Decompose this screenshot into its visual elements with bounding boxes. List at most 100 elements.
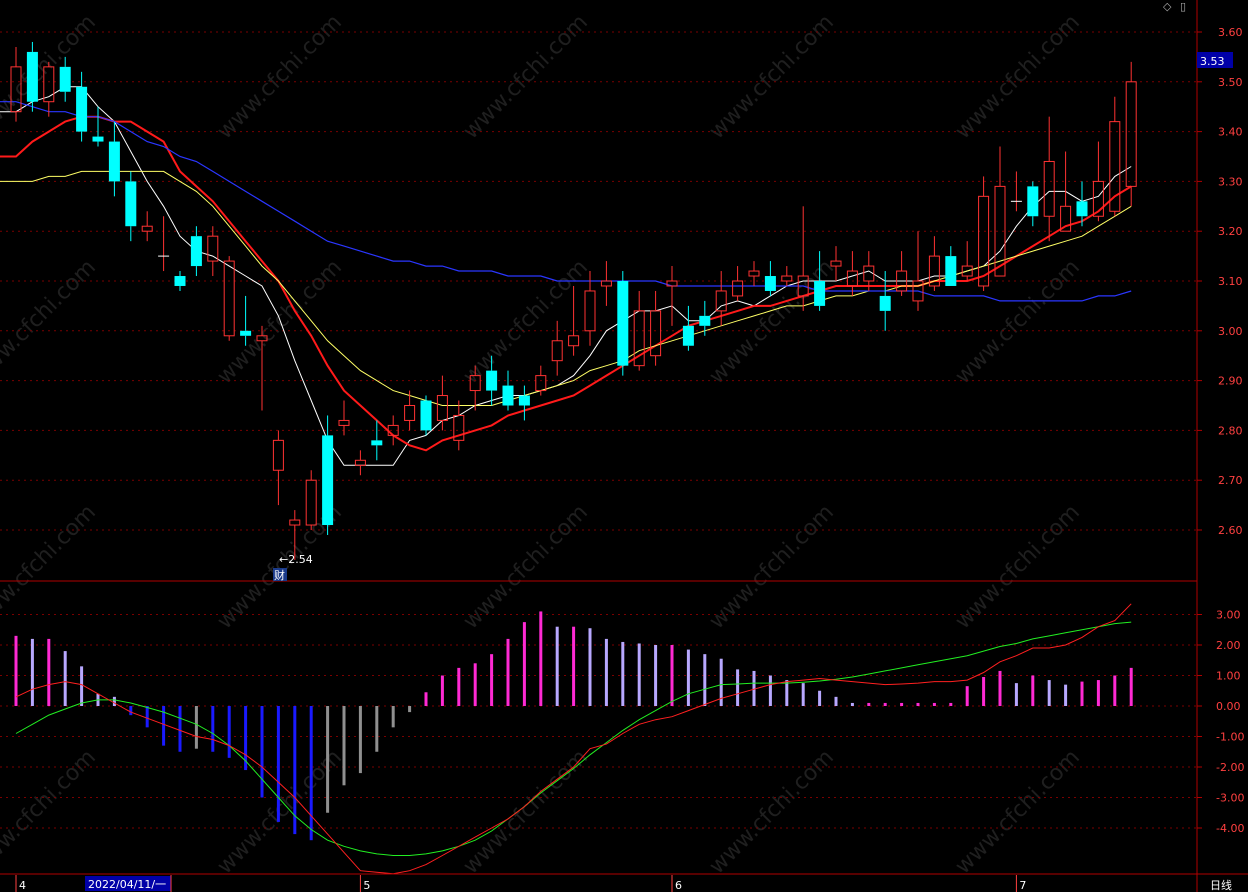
macd-bar-negative xyxy=(358,706,362,774)
diamond-icon[interactable]: ◇ xyxy=(1163,0,1172,13)
macd-bar-negative xyxy=(408,706,412,713)
up-candle xyxy=(535,365,547,396)
panel-toggle-icon[interactable]: ▯ xyxy=(1180,0,1186,13)
up-candle xyxy=(584,271,596,346)
macd-bar-positive xyxy=(506,638,510,706)
candle-body xyxy=(1109,121,1121,212)
macd-bar-positive xyxy=(719,658,723,706)
macd-tick-label: -1.00 xyxy=(1216,731,1244,744)
candle-body xyxy=(584,290,596,332)
candle-body xyxy=(863,265,875,282)
candle-body xyxy=(568,335,580,347)
macd-bar-positive xyxy=(1047,680,1051,706)
down-candle xyxy=(518,385,530,421)
candle-body xyxy=(1125,81,1137,187)
up-candle xyxy=(1043,116,1055,242)
price-tick-label: 3.30 xyxy=(1218,175,1243,188)
macd-bar-positive xyxy=(1014,683,1018,706)
down-candle xyxy=(92,106,104,147)
candle-body xyxy=(551,340,563,362)
macd-bar-positive xyxy=(801,683,805,706)
event-marker-bg[interactable] xyxy=(273,568,287,581)
macd-bar-negative xyxy=(145,706,149,728)
price-tick-label: 3.60 xyxy=(1218,26,1243,39)
macd-bar-positive xyxy=(112,696,116,706)
price-tick-label: 3.10 xyxy=(1218,275,1243,288)
candle-body xyxy=(404,405,416,421)
macd-bar-positive xyxy=(670,645,674,706)
candle-body xyxy=(502,385,514,406)
macd-tick-label: -4.00 xyxy=(1216,822,1244,835)
candle-body xyxy=(272,439,284,471)
up-candle xyxy=(928,236,940,291)
candle-body xyxy=(305,479,317,526)
current-price-badge xyxy=(1197,52,1233,68)
macd-bar-positive xyxy=(1129,667,1133,706)
period-label[interactable]: 日线 xyxy=(1210,878,1232,892)
down-candle xyxy=(108,121,120,197)
macd-bar-positive xyxy=(490,654,494,706)
candle-body xyxy=(43,66,55,103)
down-candle xyxy=(240,295,252,346)
candle-body xyxy=(338,419,350,426)
candle-body xyxy=(240,330,252,336)
candle-body xyxy=(666,280,678,287)
up-candle xyxy=(404,390,416,431)
candle-body xyxy=(354,459,366,466)
macd-tick-label: 0.00 xyxy=(1216,700,1241,713)
candle-body xyxy=(879,295,891,311)
candle-body xyxy=(174,276,186,286)
earnings-event-marker[interactable]: 财 xyxy=(274,568,285,582)
down-candle xyxy=(486,355,498,406)
macd-bar-negative xyxy=(276,706,280,822)
up-candle xyxy=(207,226,219,277)
macd-bar-positive xyxy=(621,641,625,706)
macd-tick-label: 2.00 xyxy=(1216,639,1241,652)
candle-body xyxy=(699,315,711,326)
candle-body xyxy=(600,280,612,287)
macd-bar-negative xyxy=(391,706,395,728)
macd-axis: 3.00 2.00 1.00 0.00 -1.00 -2.00 -3.00 -4.00 xyxy=(1197,609,1244,835)
up-candle xyxy=(863,251,875,291)
macd-bar-positive xyxy=(768,675,772,706)
down-candle xyxy=(125,171,137,242)
macd-bar-negative xyxy=(342,706,346,786)
macd-bar-positive xyxy=(686,649,690,706)
candle-body xyxy=(682,325,694,346)
down-candle xyxy=(26,41,38,112)
down-candle xyxy=(814,251,826,311)
macd-bar-positive xyxy=(949,702,953,706)
price-tick-label: 2.90 xyxy=(1218,375,1243,388)
up-candle xyxy=(1092,141,1104,222)
macd-bar-positive xyxy=(539,611,543,706)
up-candle xyxy=(961,241,973,281)
up-candle xyxy=(666,266,678,326)
macd-bar-positive xyxy=(572,626,576,706)
candle-body xyxy=(10,66,22,113)
candle-body xyxy=(814,281,826,306)
macd-lines xyxy=(15,603,1132,875)
ma-line-ma5 xyxy=(0,86,1132,466)
candle-body xyxy=(1043,160,1055,217)
macd-bar-positive xyxy=(424,692,428,706)
up-candle xyxy=(1109,96,1121,217)
candle-body xyxy=(928,255,940,287)
down-candle xyxy=(617,271,629,376)
up-candle xyxy=(600,261,612,306)
macd-bar-positive xyxy=(965,686,969,706)
price-tick-label: 3.00 xyxy=(1218,325,1243,338)
macd-bar-positive xyxy=(604,638,608,706)
up-candle xyxy=(1125,61,1137,207)
up-candle xyxy=(978,176,990,291)
candle-body xyxy=(978,195,990,287)
macd-grid xyxy=(0,614,1197,829)
candle-body xyxy=(76,86,88,132)
candle-body xyxy=(322,435,334,526)
moving-average-lines xyxy=(0,86,1132,466)
macd-bar-negative xyxy=(375,706,379,752)
macd-bar-positive xyxy=(654,645,658,706)
low-price-annotation: ←2.54 xyxy=(279,553,313,566)
down-candle xyxy=(322,415,334,535)
